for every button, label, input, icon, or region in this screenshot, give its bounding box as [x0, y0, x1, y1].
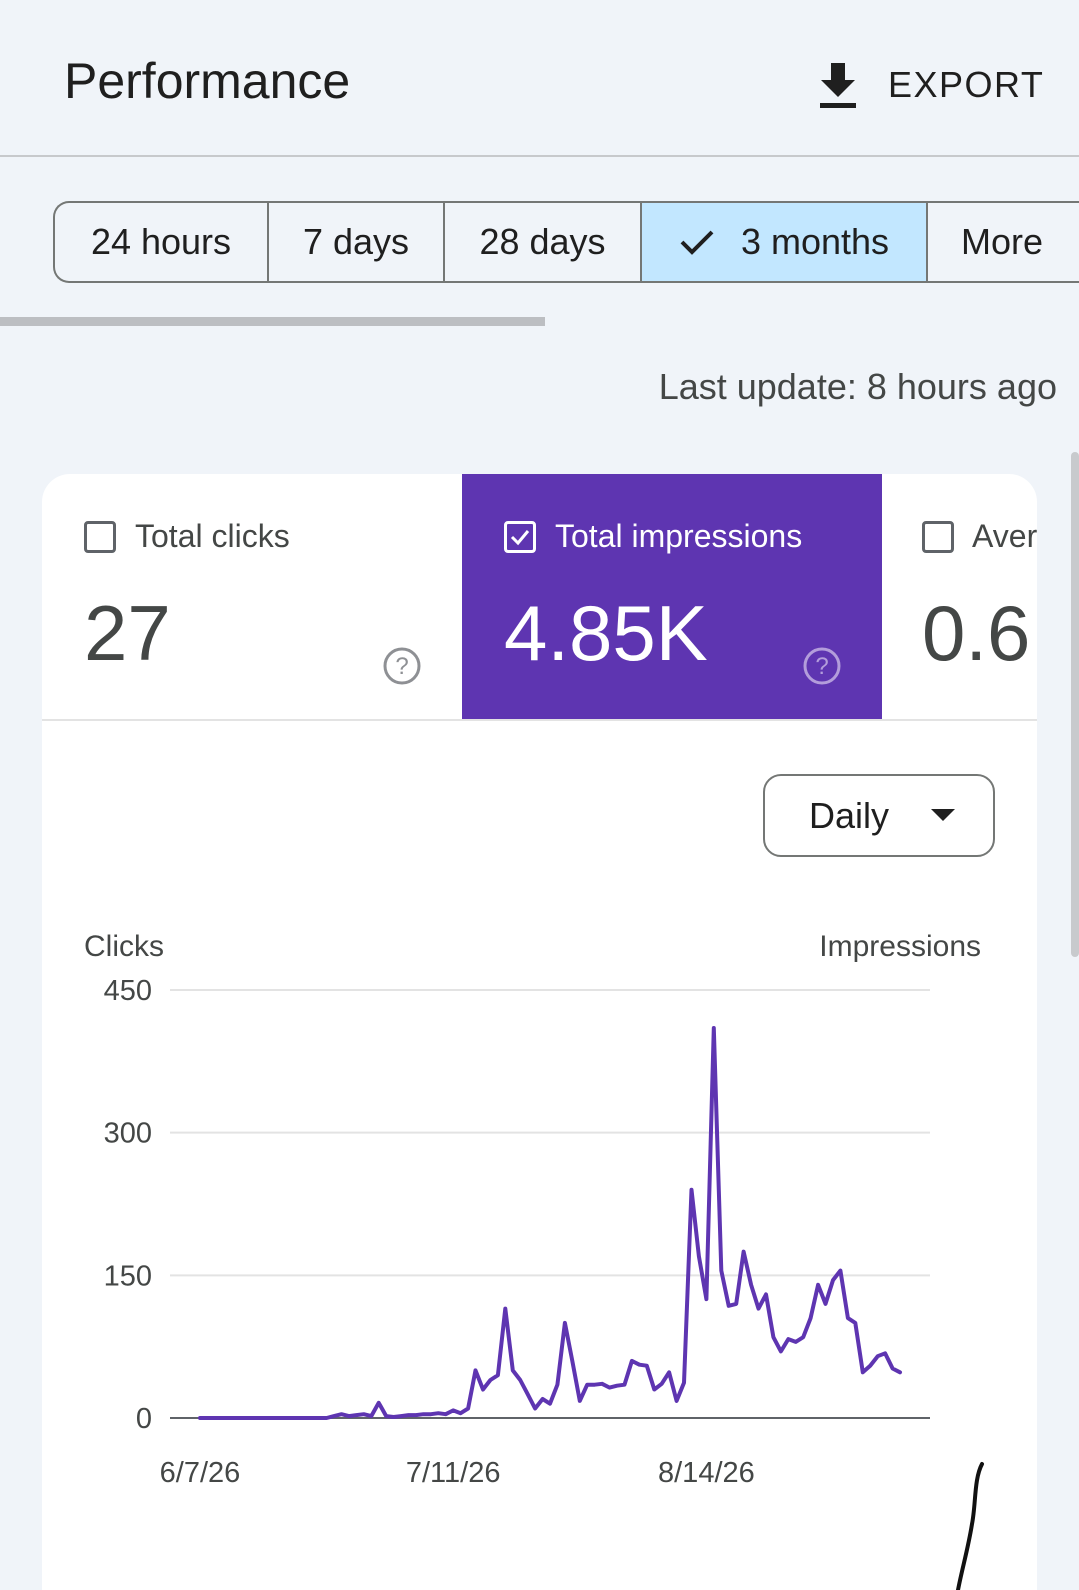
y-tick-label: 450: [104, 975, 152, 1007]
metric-value: 4.85K: [504, 589, 708, 677]
performance-chart: 450 300 150 0 6/7/26 7/11/26 8/14/26: [104, 975, 984, 1590]
y-tick-label: 0: [136, 1403, 152, 1435]
date-range-selector: 24 hours 7 days 28 days 3 months More: [53, 201, 1079, 283]
left-axis-title: Clicks: [84, 930, 164, 963]
right-axis-title: Impressions: [819, 930, 981, 963]
svg-text:?: ?: [815, 653, 828, 680]
range-7-days[interactable]: 7 days: [269, 203, 445, 281]
handwritten-pen-mark: [956, 1462, 984, 1590]
check-icon: [680, 230, 714, 255]
check-icon: [510, 530, 530, 546]
vertical-scrollbar[interactable]: [1071, 452, 1079, 957]
caret-down-icon: [931, 809, 955, 821]
metric-total-impressions[interactable]: Total impressions 4.85K ?: [462, 474, 882, 720]
range-24-hours[interactable]: 24 hours: [55, 203, 269, 281]
metric-label: Total clicks: [135, 518, 290, 554]
range-label: 7 days: [302, 221, 410, 262]
range-label: 28 days: [479, 221, 606, 262]
app-header: Performance EXPORT: [0, 0, 1079, 157]
help-icon[interactable]: ?: [382, 646, 422, 686]
x-tick-label: 8/14/26: [658, 1457, 755, 1489]
impressions-series-line: [198, 1026, 902, 1420]
x-tick-label: 6/7/26: [160, 1457, 241, 1489]
metric-checkbox-checked[interactable]: [504, 521, 536, 553]
granularity-dropdown[interactable]: Daily: [763, 774, 995, 857]
metric-checkbox[interactable]: [84, 521, 116, 553]
svg-text:?: ?: [395, 653, 408, 680]
metric-label: Total impressions: [555, 518, 803, 554]
range-label: 3 months: [740, 221, 890, 262]
metric-value: 27: [84, 589, 171, 677]
export-button[interactable]: EXPORT: [818, 58, 1044, 112]
metric-label: Aver: [972, 518, 1037, 554]
metric-value: 0.6: [922, 589, 1031, 677]
last-update-text: Last update: 8 hours ago: [658, 366, 1057, 407]
metric-average[interactable]: Aver 0.6: [882, 474, 1037, 720]
granularity-label: Daily: [809, 794, 890, 836]
range-label: 24 hours: [90, 221, 232, 262]
performance-card: Total clicks 27 ? Total impressions 4.85…: [42, 474, 1037, 1590]
download-icon: [820, 63, 856, 108]
page-title: Performance: [64, 53, 351, 109]
y-tick-label: 150: [104, 1260, 152, 1292]
range-label: More: [961, 221, 1044, 262]
help-icon[interactable]: ?: [802, 646, 842, 686]
range-3-months[interactable]: 3 months: [642, 203, 928, 281]
range-more[interactable]: More: [928, 203, 1079, 281]
card-divider: [42, 719, 1037, 721]
horizontal-scrollbar[interactable]: [0, 317, 545, 326]
x-tick-label: 7/11/26: [406, 1457, 501, 1489]
y-tick-label: 300: [104, 1118, 152, 1150]
metric-total-clicks[interactable]: Total clicks 27 ?: [42, 474, 456, 720]
range-28-days[interactable]: 28 days: [445, 203, 642, 281]
export-label: EXPORT: [888, 64, 1045, 105]
metric-checkbox[interactable]: [922, 521, 954, 553]
